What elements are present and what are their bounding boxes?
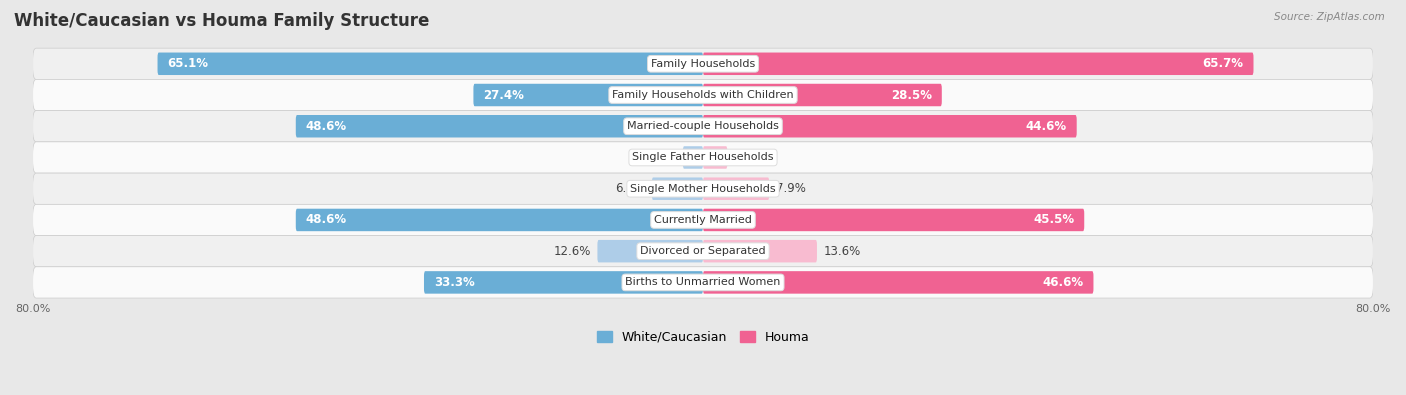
Text: 6.1%: 6.1%	[616, 182, 645, 195]
Text: 13.6%: 13.6%	[824, 245, 860, 258]
Text: Single Mother Households: Single Mother Households	[630, 184, 776, 194]
Text: Married-couple Households: Married-couple Households	[627, 121, 779, 131]
FancyBboxPatch shape	[295, 209, 703, 231]
Text: 48.6%: 48.6%	[307, 120, 347, 133]
Text: 65.7%: 65.7%	[1202, 57, 1243, 70]
FancyBboxPatch shape	[652, 177, 703, 200]
FancyBboxPatch shape	[474, 84, 703, 106]
Text: 33.3%: 33.3%	[434, 276, 475, 289]
Text: Births to Unmarried Women: Births to Unmarried Women	[626, 277, 780, 288]
Text: 7.9%: 7.9%	[776, 182, 806, 195]
Text: Single Father Households: Single Father Households	[633, 152, 773, 162]
Text: 27.4%: 27.4%	[484, 88, 524, 102]
FancyBboxPatch shape	[703, 209, 1084, 231]
FancyBboxPatch shape	[32, 142, 1374, 173]
Text: 44.6%: 44.6%	[1025, 120, 1067, 133]
Text: 45.5%: 45.5%	[1033, 213, 1074, 226]
Legend: White/Caucasian, Houma: White/Caucasian, Houma	[592, 326, 814, 349]
Text: 28.5%: 28.5%	[891, 88, 932, 102]
Text: 2.4%: 2.4%	[647, 151, 676, 164]
FancyBboxPatch shape	[32, 79, 1374, 111]
FancyBboxPatch shape	[157, 53, 703, 75]
FancyBboxPatch shape	[703, 84, 942, 106]
FancyBboxPatch shape	[703, 240, 817, 262]
FancyBboxPatch shape	[703, 115, 1077, 137]
FancyBboxPatch shape	[703, 177, 769, 200]
FancyBboxPatch shape	[703, 53, 1254, 75]
FancyBboxPatch shape	[32, 48, 1374, 79]
Text: 46.6%: 46.6%	[1042, 276, 1084, 289]
Text: Family Households: Family Households	[651, 59, 755, 69]
FancyBboxPatch shape	[32, 204, 1374, 235]
FancyBboxPatch shape	[683, 146, 703, 169]
Text: 48.6%: 48.6%	[307, 213, 347, 226]
FancyBboxPatch shape	[32, 267, 1374, 298]
FancyBboxPatch shape	[598, 240, 703, 262]
FancyBboxPatch shape	[295, 115, 703, 137]
Text: 2.9%: 2.9%	[734, 151, 763, 164]
Text: Currently Married: Currently Married	[654, 215, 752, 225]
Text: 12.6%: 12.6%	[554, 245, 591, 258]
Text: 65.1%: 65.1%	[167, 57, 208, 70]
FancyBboxPatch shape	[703, 271, 1094, 293]
FancyBboxPatch shape	[32, 235, 1374, 267]
FancyBboxPatch shape	[32, 111, 1374, 142]
FancyBboxPatch shape	[703, 146, 727, 169]
Text: Divorced or Separated: Divorced or Separated	[640, 246, 766, 256]
FancyBboxPatch shape	[425, 271, 703, 293]
Text: Source: ZipAtlas.com: Source: ZipAtlas.com	[1274, 12, 1385, 22]
FancyBboxPatch shape	[32, 173, 1374, 204]
Text: White/Caucasian vs Houma Family Structure: White/Caucasian vs Houma Family Structur…	[14, 12, 429, 30]
Text: Family Households with Children: Family Households with Children	[612, 90, 794, 100]
